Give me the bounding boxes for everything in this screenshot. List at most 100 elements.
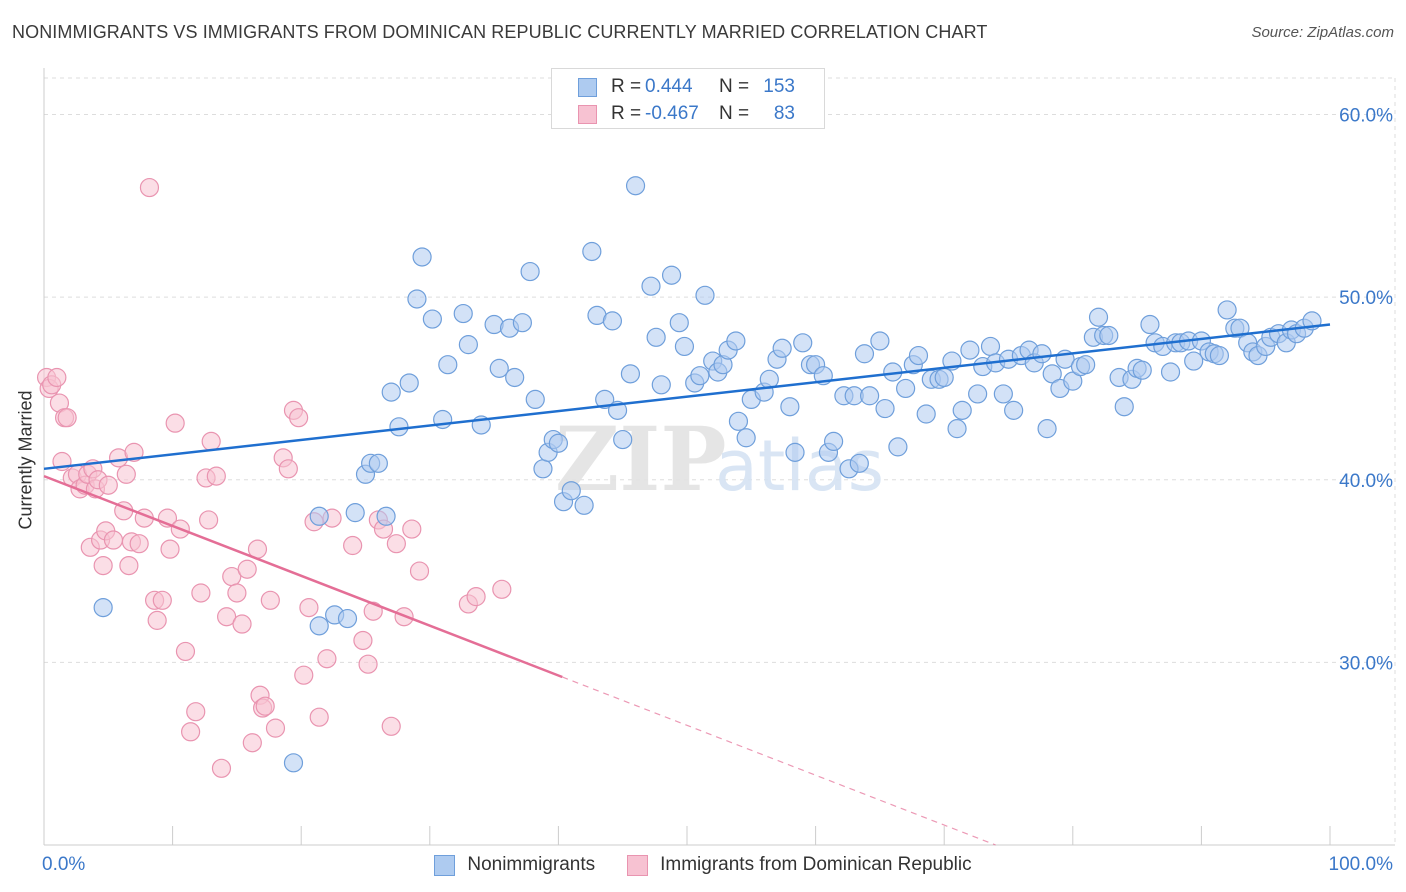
data-point-nonimmigrants <box>412 247 432 267</box>
legend-item-immigrants: Immigrants from Dominican Republic <box>627 854 972 876</box>
data-point-nonimmigrants <box>728 411 749 431</box>
data-point-nonimmigrants <box>1088 307 1109 327</box>
data-point-immigrants <box>232 614 252 634</box>
data-point-nonimmigrants <box>602 311 623 331</box>
legend-label-nonimmigrants: Nonimmigrants <box>467 854 596 875</box>
data-point-immigrants <box>402 519 422 539</box>
data-point-immigrants <box>191 583 211 603</box>
legend-item-nonimmigrants: Nonimmigrants <box>434 854 595 876</box>
data-point-immigrants <box>186 702 206 722</box>
data-point-nonimmigrants <box>1076 355 1096 375</box>
legend-r-value: -0.467 <box>645 103 699 124</box>
trend-line-nonimmigrants <box>43 323 1331 471</box>
data-point-nonimmigrants <box>952 400 972 420</box>
data-point-immigrants <box>47 367 67 388</box>
data-point-immigrants <box>57 408 77 428</box>
data-point-immigrants <box>299 597 319 618</box>
legend-n-value: 83 <box>773 103 795 124</box>
data-point-immigrants <box>358 654 378 674</box>
data-point-nonimmigrants <box>525 389 545 410</box>
data-point-nonimmigrants <box>620 364 641 384</box>
data-point-nonimmigrants <box>561 481 581 501</box>
legend-row-nonimmigrants: R = 0.444 N = 153 <box>578 75 795 99</box>
data-point-immigrants <box>116 464 136 484</box>
data-point-immigrants <box>227 583 247 603</box>
data-point-nonimmigrants <box>309 506 329 526</box>
data-point-nonimmigrants <box>1217 300 1237 320</box>
data-point-nonimmigrants <box>520 261 540 282</box>
data-point-immigrants <box>386 534 406 554</box>
y-tick-label: 60.0% <box>1339 106 1393 127</box>
data-point-nonimmigrants <box>960 340 980 360</box>
data-point-immigrants <box>289 408 309 428</box>
data-point-nonimmigrants <box>399 373 419 393</box>
legend-swatch-blue <box>578 77 597 97</box>
data-point-nonimmigrants <box>489 358 509 378</box>
data-point-nonimmigrants <box>849 453 869 473</box>
x-tick-label-end: 100.0% <box>1329 854 1394 875</box>
data-point-nonimmigrants <box>574 495 594 515</box>
legend-r-label: R = <box>611 76 642 97</box>
chart-title: NONIMMIGRANTS VS IMMIGRANTS FROM DOMINIC… <box>12 22 988 42</box>
data-point-nonimmigrants <box>505 367 525 388</box>
y-tick-label: 40.0% <box>1339 471 1393 492</box>
data-point-nonimmigrants <box>947 419 967 439</box>
data-point-immigrants <box>152 590 172 610</box>
data-point-immigrants <box>93 555 113 576</box>
data-point-immigrants <box>175 641 196 662</box>
data-point-nonimmigrants <box>93 597 113 618</box>
data-point-nonimmigrants <box>785 442 805 462</box>
data-point-immigrants <box>294 665 314 685</box>
trend-lines <box>43 323 1331 846</box>
data-point-nonimmigrants <box>651 375 671 395</box>
data-point-nonimmigrants <box>669 313 689 333</box>
data-point-nonimmigrants <box>1099 325 1119 346</box>
data-point-immigrants <box>147 610 167 630</box>
data-point-immigrants <box>309 707 329 727</box>
data-point-nonimmigrants <box>772 338 792 358</box>
data-point-nonimmigrants <box>1114 397 1134 417</box>
data-point-immigrants <box>242 733 262 753</box>
trend-line-immigrants-extension <box>562 676 996 846</box>
data-point-immigrants <box>317 649 337 669</box>
data-point-nonimmigrants <box>381 382 401 402</box>
data-point-nonimmigrants <box>345 503 365 523</box>
data-point-immigrants <box>409 561 430 581</box>
data-point-nonimmigrants <box>690 366 710 386</box>
data-point-nonimmigrants <box>934 367 954 388</box>
data-point-nonimmigrants <box>389 417 409 437</box>
data-point-nonimmigrants <box>888 437 908 457</box>
data-point-nonimmigrants <box>458 335 478 355</box>
data-point-nonimmigrants <box>646 327 666 347</box>
data-point-nonimmigrants <box>793 333 813 353</box>
y-tick-label: 50.0% <box>1339 288 1393 309</box>
data-point-immigrants <box>129 534 149 554</box>
y-axis-label: Currently Married <box>15 390 36 530</box>
data-point-nonimmigrants <box>1032 344 1052 364</box>
data-point-immigrants <box>492 579 512 599</box>
data-point-nonimmigrants <box>422 309 442 329</box>
legend-label-immigrants: Immigrants from Dominican Republic <box>660 854 972 875</box>
data-point-immigrants <box>255 696 275 716</box>
data-point-immigrants <box>260 590 280 610</box>
data-point-nonimmigrants <box>595 389 615 410</box>
data-point-nonimmigrants <box>993 384 1013 404</box>
legend-swatch-blue <box>434 854 456 876</box>
data-point-nonimmigrants <box>376 506 396 526</box>
data-point-nonimmigrants <box>1004 400 1024 420</box>
tick-labels: 30.0% 40.0% 50.0% 60.0% 0.0% 100.0% <box>42 106 1393 875</box>
legend-n-value: 153 <box>763 76 795 97</box>
data-point-nonimmigrants <box>674 336 695 357</box>
data-point-nonimmigrants <box>533 459 553 479</box>
data-point-nonimmigrants <box>337 608 358 629</box>
data-point-immigrants <box>124 442 144 462</box>
data-point-nonimmigrants <box>582 241 602 262</box>
data-point-immigrants <box>160 539 180 559</box>
trend-line-immigrants <box>43 474 563 679</box>
legend-r-value: 0.444 <box>645 76 693 97</box>
data-point-immigrants <box>119 555 139 576</box>
legend-n-label: N = <box>719 76 750 97</box>
data-point-nonimmigrants <box>548 433 569 453</box>
data-point-nonimmigrants <box>1037 419 1057 439</box>
data-point-nonimmigrants <box>736 428 756 448</box>
